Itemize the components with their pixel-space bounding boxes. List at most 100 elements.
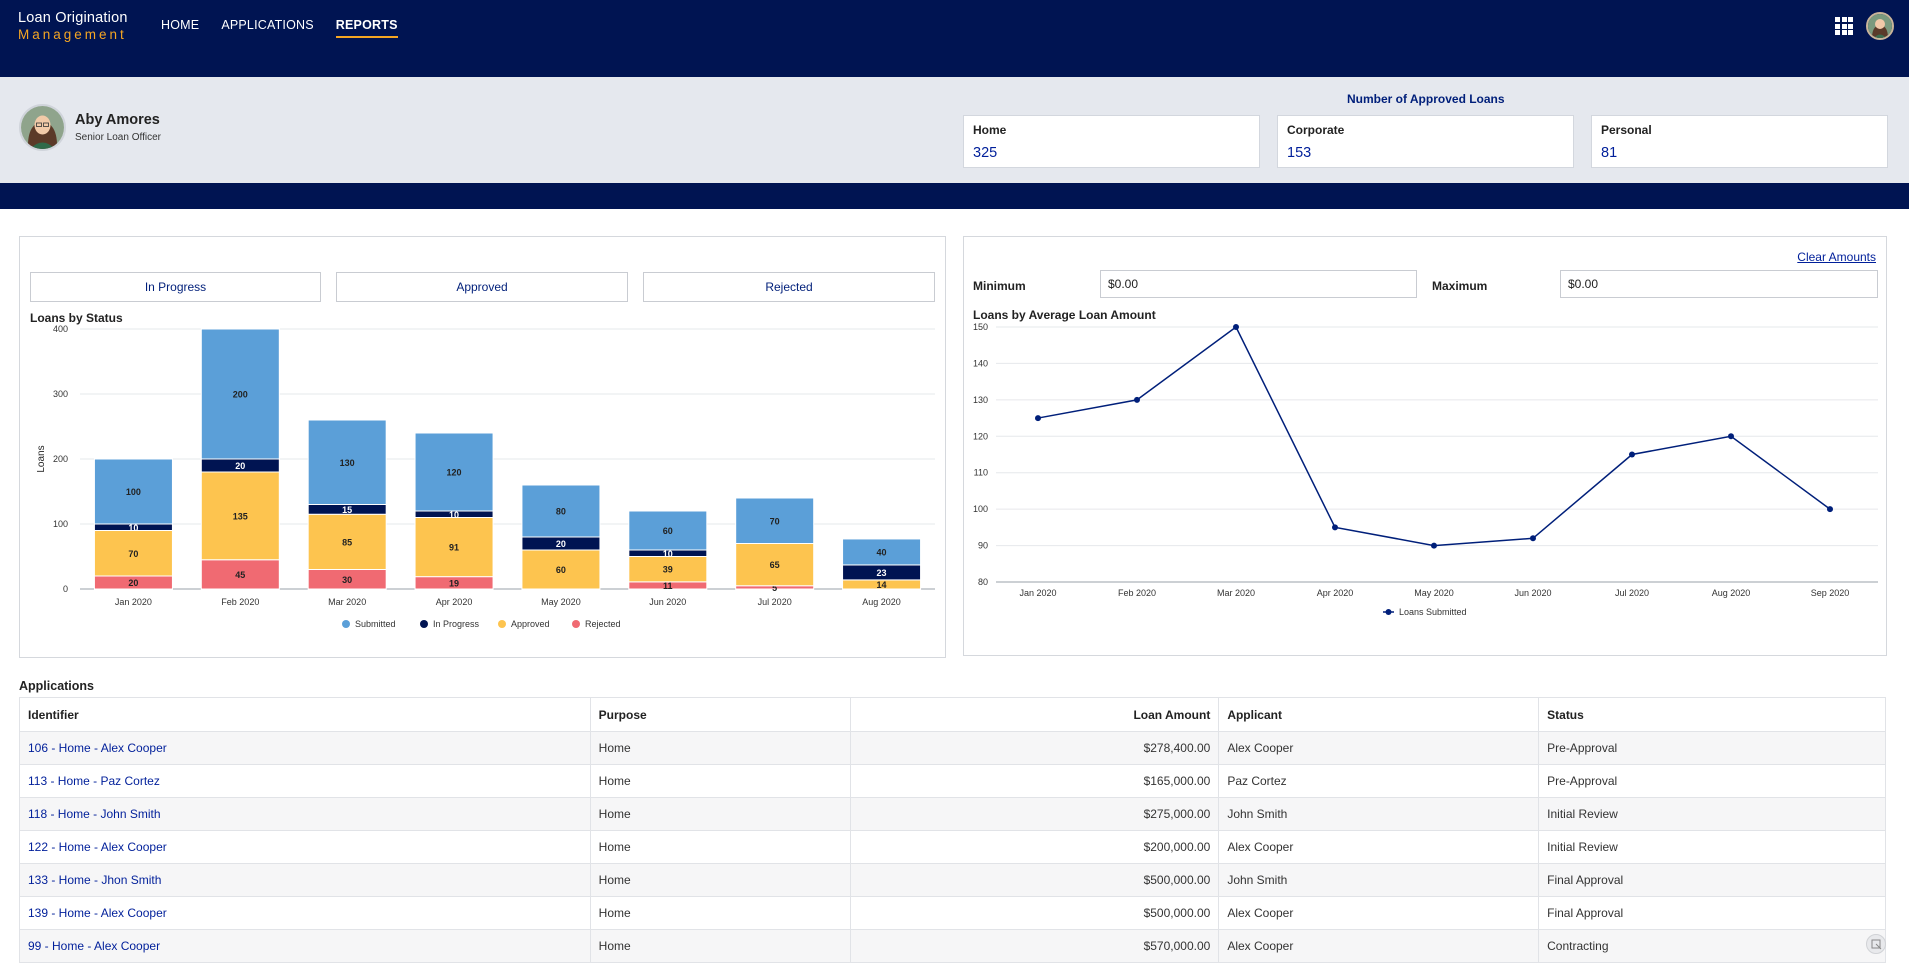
loan-amount-cell: $200,000.00 <box>849 830 1220 864</box>
data-label: 30 <box>342 575 352 585</box>
status-cell: Initial Review <box>1538 830 1886 864</box>
legend-label: Loans Submitted <box>1399 607 1467 617</box>
loan-amount-cell: $570,000.00 <box>849 929 1220 963</box>
loan-amount-cell: $165,000.00 <box>849 764 1220 798</box>
bar-segment <box>414 432 494 512</box>
application-id-link[interactable]: 133 - Home - Jhon Smith <box>28 873 162 887</box>
y-tick-label: 150 <box>973 322 988 332</box>
application-id-link[interactable]: 122 - Home - Alex Cooper <box>28 840 167 854</box>
x-tick-label: Jun 2020 <box>1514 588 1551 598</box>
application-id-link[interactable]: 99 - Home - Alex Cooper <box>28 939 161 953</box>
legend-marker <box>420 620 428 628</box>
top-navigation-bar: Loan Origination Management HOME APPLICA… <box>0 0 1909 77</box>
applications-title: Applications <box>19 679 95 693</box>
purpose-cell: Home <box>589 896 851 930</box>
application-id-link[interactable]: 139 - Home - Alex Cooper <box>28 906 167 920</box>
x-tick-label: Feb 2020 <box>221 597 259 607</box>
expand-icon[interactable] <box>1866 934 1886 954</box>
x-tick-label: Jul 2020 <box>758 597 792 607</box>
applicant-cell: John Smith <box>1218 863 1540 897</box>
table-header-row: Identifier Purpose Loan Amount Applicant… <box>19 697 1886 732</box>
x-tick-label: Mar 2020 <box>1217 588 1255 598</box>
data-point <box>1431 542 1437 549</box>
legend-marker <box>572 620 580 628</box>
data-label: 45 <box>235 570 245 580</box>
table-row[interactable]: 133 - Home - Jhon Smith Home $500,000.00 Jo… <box>19 863 1886 897</box>
data-label: 80 <box>556 507 566 517</box>
table-row[interactable]: 113 - Home - Paz Cortez Home $165,000.00 Pa… <box>19 764 1886 798</box>
column-header-purpose[interactable]: Purpose <box>589 697 851 732</box>
data-label: 39 <box>663 565 673 575</box>
data-label: 15 <box>342 505 352 515</box>
profile-summary-band: Aby Amores Senior Loan Officer Number of… <box>0 77 1909 183</box>
identifier-cell: 118 - Home - John Smith <box>19 797 591 831</box>
x-tick-label: Apr 2020 <box>1317 588 1354 598</box>
loan-amount-cell: $278,400.00 <box>849 731 1220 765</box>
loans-by-status-title: Loans by Status <box>30 311 123 325</box>
approved-loans-title: Number of Approved Loans <box>1347 92 1505 106</box>
status-cell: Contracting <box>1538 929 1886 963</box>
nav-home[interactable]: HOME <box>161 18 200 32</box>
rejected-button[interactable]: Rejected <box>643 272 935 302</box>
purpose-cell: Home <box>589 929 851 963</box>
clear-amounts-link[interactable]: Clear Amounts <box>1797 250 1876 264</box>
legend-label: Approved <box>511 619 550 629</box>
applicant-cell: Alex Cooper <box>1218 731 1540 765</box>
kpi-label: Home <box>973 123 1007 137</box>
table-row[interactable]: 106 - Home - Alex Cooper Home $278,400.00 A… <box>19 731 1886 765</box>
kpi-label: Corporate <box>1287 123 1345 137</box>
average-loan-amount-panel: Clear Amounts Minimum Maximum Loans by A… <box>963 236 1887 656</box>
application-id-link[interactable]: 106 - Home - Alex Cooper <box>28 741 167 755</box>
column-header-identifier[interactable]: Identifier <box>19 697 591 732</box>
x-tick-label: Feb 2020 <box>1118 588 1156 598</box>
data-label: 14 <box>877 580 887 590</box>
x-tick-label: Jan 2020 <box>115 597 152 607</box>
bar-segment <box>735 543 815 587</box>
user-avatar[interactable] <box>1866 12 1894 40</box>
in-progress-button[interactable]: In Progress <box>30 272 321 302</box>
application-id-link[interactable]: 113 - Home - Paz Cortez <box>28 774 160 788</box>
applicant-cell: Alex Cooper <box>1218 896 1540 930</box>
table-row[interactable]: 122 - Home - Alex Cooper Home $200,000.00 A… <box>19 830 1886 864</box>
purpose-cell: Home <box>589 797 851 831</box>
approved-button[interactable]: Approved <box>336 272 628 302</box>
table-row[interactable]: 118 - Home - John Smith Home $275,000.00 Jo… <box>19 797 1886 831</box>
table-row[interactable]: 139 - Home - Alex Cooper Home $500,000.00 A… <box>19 896 1886 930</box>
bar-segment <box>93 458 173 525</box>
data-point <box>1629 451 1635 458</box>
table-row[interactable]: 99 - Home - Alex Cooper Home $570,000.00 Al… <box>19 929 1886 963</box>
application-id-link[interactable]: 118 - Home - John Smith <box>28 807 161 821</box>
bar-segment <box>521 549 601 590</box>
column-header-loan-amount[interactable]: Loan Amount <box>849 697 1220 732</box>
legend-label: Rejected <box>585 619 621 629</box>
applicant-cell: Alex Cooper <box>1218 929 1540 963</box>
y-tick-label: 300 <box>53 389 68 399</box>
legend-label: Submitted <box>355 619 396 629</box>
data-label: 200 <box>233 390 248 400</box>
purpose-cell: Home <box>589 764 851 798</box>
identifier-cell: 99 - Home - Alex Cooper <box>19 929 591 963</box>
legend-marker-dot <box>1385 609 1392 615</box>
minimum-amount-input[interactable] <box>1100 270 1417 298</box>
main-nav: HOME APPLICATIONS REPORTS <box>161 18 398 38</box>
x-tick-label: Apr 2020 <box>436 597 473 607</box>
column-header-applicant[interactable]: Applicant <box>1218 697 1540 732</box>
average-loan-amount-chart: 80 90 100 110 120 130 140 150 Jan 2020 Feb 2020 Ma… <box>973 322 1878 617</box>
status-cell: Final Approval <box>1538 863 1886 897</box>
nav-reports[interactable]: REPORTS <box>335 18 398 38</box>
loan-amount-cell: $500,000.00 <box>849 896 1220 930</box>
y-tick-label: 80 <box>978 577 988 587</box>
maximum-amount-input[interactable] <box>1560 270 1878 298</box>
profile-avatar <box>19 104 66 151</box>
app-grid-icon[interactable] <box>1835 17 1853 35</box>
x-tick-label: Jul 2020 <box>1615 588 1649 598</box>
app-logo[interactable]: Loan Origination Management <box>18 11 128 41</box>
data-point <box>1233 324 1239 330</box>
column-header-status[interactable]: Status <box>1538 697 1886 732</box>
maximum-label: Maximum <box>1432 279 1488 293</box>
x-tick-label: May 2020 <box>541 597 581 607</box>
bar-segment <box>521 484 601 538</box>
nav-applications[interactable]: APPLICATIONS <box>221 18 314 32</box>
data-label: 135 <box>233 511 248 521</box>
data-label: 10 <box>663 549 673 559</box>
